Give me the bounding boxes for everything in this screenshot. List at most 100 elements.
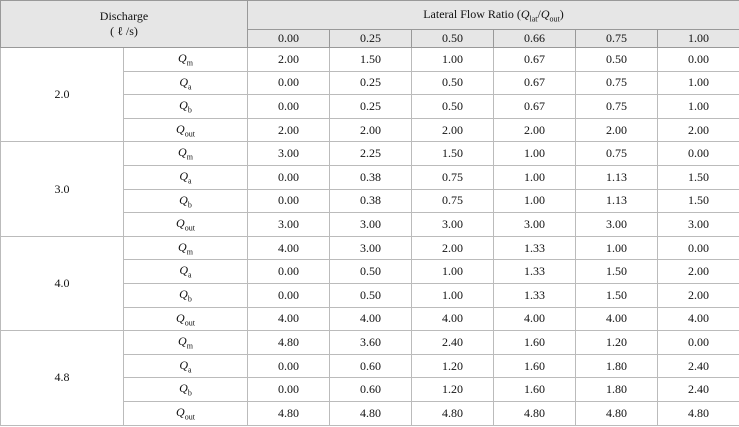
- cell-value: 2.40: [657, 353, 739, 379]
- ratio-text: ): [559, 6, 564, 21]
- table-row: Qa 0.00 0.38 0.75 1.00 1.13 1.50: [1, 164, 739, 190]
- cell-value: 1.00: [657, 94, 739, 119]
- cell-value: 0.25: [329, 94, 412, 119]
- table-row: Qa 0.00 0.25 0.50 0.67 0.75 1.00: [1, 70, 739, 96]
- cell-value: 0.67: [493, 47, 576, 72]
- row-label: Qout: [123, 400, 248, 426]
- cell-value: 1.60: [493, 377, 576, 402]
- table-row: 3.0 Qm 3.00 2.25 1.50 1.00 0.75 0.00: [0, 141, 739, 237]
- cell-value: 1.00: [493, 188, 576, 214]
- cell-value: 1.60: [493, 353, 576, 379]
- symbol: Q: [179, 381, 188, 396]
- row-label: Qout: [123, 306, 248, 332]
- cell-value: 2.40: [657, 377, 739, 402]
- cell-value: 4.80: [575, 400, 658, 426]
- table-row: Qb 0.00 0.50 1.00 1.33 1.50 2.00: [1, 282, 739, 308]
- ratio-text: Lateral Flow Ratio (: [423, 6, 521, 21]
- cell-value: 0.50: [411, 70, 494, 96]
- cell-value: 3.00: [657, 212, 739, 237]
- row-label: Qb: [123, 377, 248, 402]
- table-row: Qout 4.00 4.00 4.00 4.00 4.00 4.00: [1, 306, 739, 332]
- cell-value: 4.00: [247, 235, 330, 261]
- ratio-value: 0.25: [329, 29, 412, 48]
- row-label: Qm: [123, 330, 248, 355]
- cell-value: 1.50: [657, 164, 739, 190]
- cell-value: 3.00: [247, 141, 330, 166]
- cell-value: 1.00: [411, 282, 494, 308]
- cell-value: 1.00: [411, 259, 494, 284]
- row-label: Qa: [123, 353, 248, 379]
- cell-value: 3.00: [329, 235, 412, 261]
- subscript: m: [186, 247, 193, 257]
- symbol: Q: [176, 405, 185, 419]
- subscript: b: [187, 294, 192, 304]
- subscript: m: [186, 341, 193, 351]
- cell-value: 4.00: [657, 306, 739, 332]
- cell-value: 4.80: [329, 400, 412, 426]
- cell-value: 0.60: [329, 377, 412, 402]
- row-label: Qm: [123, 47, 248, 72]
- table-row: 2.0 Qm 2.00 1.50 1.00 0.67 0.50 0.00: [0, 46, 739, 143]
- cell-value: 3.00: [575, 212, 658, 237]
- row-label: Qb: [123, 282, 248, 308]
- cell-value: 1.20: [411, 377, 494, 402]
- cell-value: 1.20: [575, 330, 658, 355]
- symbol: Q: [179, 287, 188, 302]
- cell-value: 2.00: [329, 117, 412, 143]
- symbol: Q: [178, 334, 187, 349]
- cell-value: 0.00: [657, 47, 739, 72]
- symbol: Q: [540, 6, 550, 21]
- cell-value: 1.50: [329, 47, 412, 72]
- cell-value: 0.50: [329, 282, 412, 308]
- cell-value: 2.25: [329, 141, 412, 166]
- row-label: Qm: [123, 141, 248, 166]
- symbol: Q: [179, 192, 188, 207]
- subscript: m: [186, 58, 193, 68]
- row-label: Qa: [123, 164, 248, 190]
- cell-value: 0.00: [657, 330, 739, 355]
- subscript: a: [188, 82, 192, 92]
- cell-value: 0.00: [247, 282, 330, 308]
- subscript: out: [184, 412, 195, 422]
- cell-value: 0.75: [411, 188, 494, 214]
- discharge-value: 3.0: [0, 141, 124, 237]
- cell-value: 0.50: [329, 259, 412, 284]
- ratio-header: Lateral Flow Ratio (Qlat/Qout): [247, 0, 739, 30]
- cell-value: 1.50: [657, 188, 739, 214]
- symbol: Q: [179, 263, 189, 278]
- cell-value: 0.00: [247, 377, 330, 402]
- symbol: Q: [178, 51, 187, 66]
- subscript: b: [187, 388, 192, 398]
- symbol: Q: [179, 169, 189, 184]
- discharge-header: Discharge( ℓ /s): [0, 0, 248, 48]
- symbol: Q: [179, 74, 189, 89]
- cell-value: 0.50: [411, 94, 494, 119]
- cell-value: 4.00: [493, 306, 576, 332]
- cell-value: 4.80: [493, 400, 576, 426]
- table-header: Discharge( ℓ /s) Lateral Flow Ratio (Qla…: [0, 0, 739, 48]
- slash: /: [537, 6, 541, 21]
- cell-value: 0.00: [247, 164, 330, 190]
- table-row: Qout 4.80 4.80 4.80 4.80 4.80 4.80: [1, 400, 739, 426]
- cell-value: 4.00: [247, 306, 330, 332]
- discharge-value: 4.8: [0, 330, 124, 426]
- cell-value: 1.00: [493, 141, 576, 166]
- cell-value: 0.00: [247, 94, 330, 119]
- cell-value: 0.67: [493, 94, 576, 119]
- cell-value: 2.00: [657, 282, 739, 308]
- discharge-value: 4.0: [0, 235, 124, 332]
- symbol: Q: [520, 6, 530, 21]
- symbol: Q: [176, 310, 185, 325]
- subscript: out: [184, 129, 195, 139]
- cell-value: 0.75: [575, 94, 658, 119]
- table-row: Qa 0.00 0.50 1.00 1.33 1.50 2.00: [1, 259, 739, 284]
- cell-value: 1.50: [411, 141, 494, 166]
- cell-value: 0.00: [247, 70, 330, 96]
- cell-value: 1.60: [493, 330, 576, 355]
- subscript: a: [188, 365, 192, 375]
- ratio-value: 0.75: [575, 29, 658, 48]
- cell-value: 0.00: [247, 353, 330, 379]
- cell-value: 2.40: [411, 330, 494, 355]
- cell-value: 1.00: [657, 70, 739, 96]
